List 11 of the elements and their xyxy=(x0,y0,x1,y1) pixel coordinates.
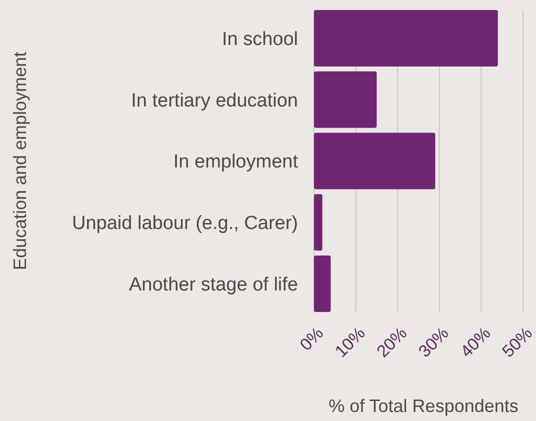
y-axis-title: Education and employment xyxy=(10,52,30,270)
x-axis-title: % of Total Respondents xyxy=(328,396,518,416)
x-tick-label: 40% xyxy=(456,324,494,362)
y-tick-label: In school xyxy=(222,28,298,50)
y-tick-label: Another stage of life xyxy=(129,274,298,296)
x-tick-label: 30% xyxy=(414,324,452,362)
y-tick-label: In tertiary education xyxy=(131,90,298,112)
y-tick-label: In employment xyxy=(173,152,299,173)
x-tick-label: 0% xyxy=(296,324,328,354)
x-tick-label: 50% xyxy=(498,324,536,362)
y-tick-label: Unpaid labour (e.g., Carer) xyxy=(72,213,298,234)
